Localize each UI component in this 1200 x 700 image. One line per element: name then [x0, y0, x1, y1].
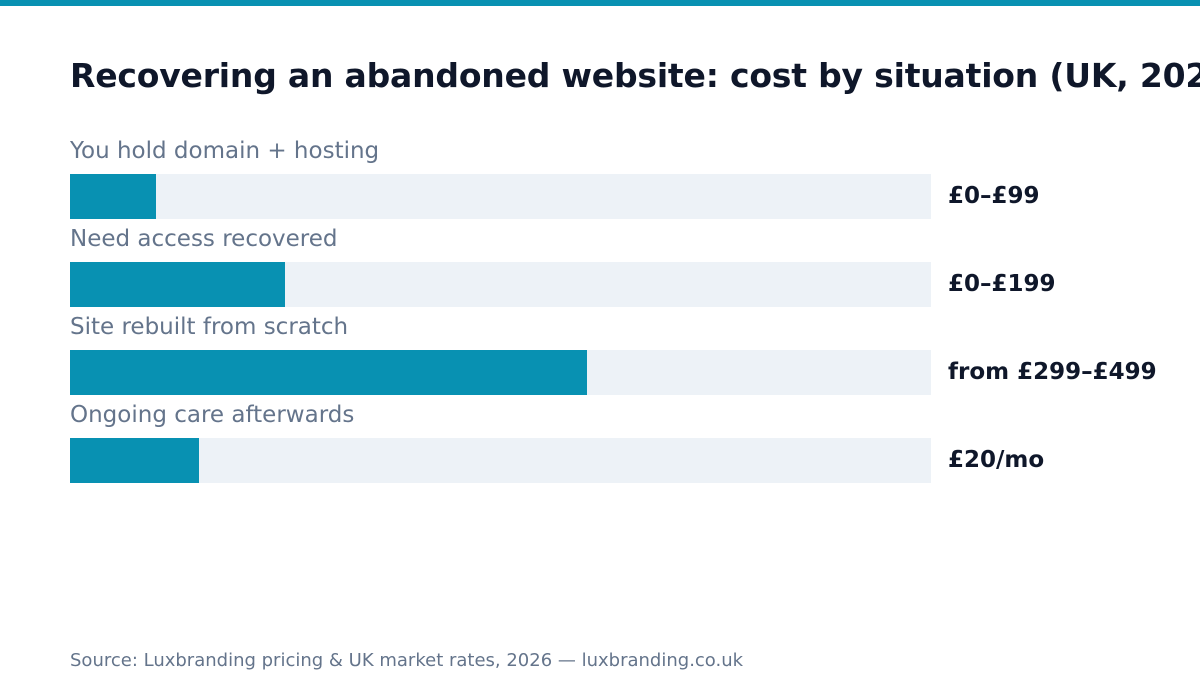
bar-track [70, 350, 931, 395]
bar-value-label: £0–£199 [948, 271, 1056, 297]
bar-fill [70, 174, 156, 219]
bar-row: Site rebuilt from scratch from £299–£499 [70, 312, 1170, 400]
bar-fill [70, 438, 199, 483]
bar-value-label: £20/mo [948, 447, 1045, 473]
bar-category-label: Ongoing care afterwards [70, 402, 355, 428]
bar-value-label: from £299–£499 [948, 359, 1157, 385]
source-note: Source: Luxbranding pricing & UK market … [70, 650, 744, 671]
bar-row: Need access recovered £0–£199 [70, 224, 1170, 312]
top-accent-rule [0, 0, 1200, 6]
bar-row: You hold domain + hosting £0–£99 [70, 136, 1170, 224]
bar-category-label: Need access recovered [70, 226, 338, 252]
bar-fill [70, 350, 587, 395]
bar-track [70, 174, 931, 219]
bar-track [70, 438, 931, 483]
bar-row: Ongoing care afterwards £20/mo [70, 400, 1170, 488]
chart-title: Recovering an abandoned website: cost by… [70, 56, 1200, 95]
bar-value-label: £0–£99 [948, 183, 1040, 209]
bar-category-label: You hold domain + hosting [70, 138, 380, 164]
bar-category-label: Site rebuilt from scratch [70, 314, 349, 340]
bar-fill [70, 262, 285, 307]
bar-track [70, 262, 931, 307]
